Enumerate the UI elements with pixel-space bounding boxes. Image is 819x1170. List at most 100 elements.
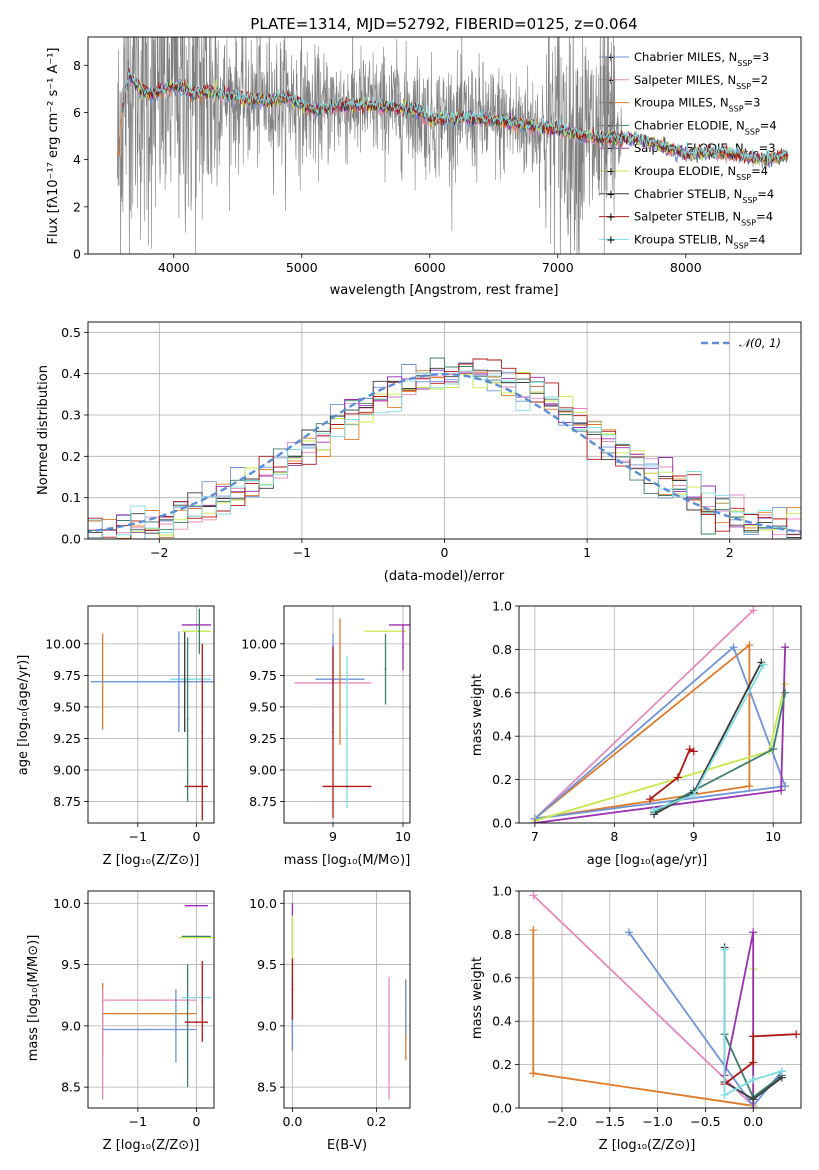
weight_vs_age-series-kroupa_miles: [534, 643, 751, 820]
weight_vs_Z-series-kroupa_miles: [532, 930, 754, 1107]
weight_vs_age-marker-7-3: [689, 747, 698, 756]
weight-z-xlabel: Z [log₁₀(Z/Z⊙)]: [599, 1138, 696, 1153]
mass-z-xlabel: Z [log₁₀(Z/Z⊙)]: [103, 1138, 200, 1153]
gaussian-legend-label: 𝒩(0, 1): [739, 336, 781, 350]
age_vs_Z-ytick-label-3: 9.50: [53, 699, 81, 714]
age_vs_Z-point-2: [189, 678, 192, 681]
weight_vs_age-marker-3-2: [781, 680, 790, 689]
residuals-marks: [88, 357, 801, 539]
age_vs_Z-ytick-label-0: 8.75: [53, 794, 81, 809]
mass_vs_Z-point-5: [148, 1028, 151, 1031]
age_vs_mass-ytick-label-5: 10.00: [241, 636, 277, 651]
weight_vs_age-ytick-label-4: 0.8: [492, 642, 512, 657]
legend-marker-6: +: [606, 187, 616, 201]
spectrum-xtick-label-2: 6000: [414, 260, 446, 275]
weight_vs_age-frame: [518, 605, 802, 824]
weight-vs-metallicity-panel: Z [log₁₀(Z/Z⊙)] mass weight −2.0 −1.5 −1.0…: [470, 884, 802, 1153]
mass_vs_ebv-plot-area: 0.0 0.2 8.5 9.0 9.5 10.0: [249, 890, 411, 1129]
age_vs_Z-grid: [88, 606, 214, 823]
mass_vs_ebv-point-1: [291, 951, 294, 954]
weight_vs_Z-xtick-label-1: −1.5: [595, 1114, 625, 1129]
weight_vs_Z-marker-8-1: [720, 1090, 729, 1099]
residual-distribution-panel: (data-model)/error Normed distribution 𝒩…: [36, 321, 802, 584]
spectrum-plot-area: 4000 5000 6000 7000 8000 0 2 4 6 8: [73, 36, 802, 275]
legend-marker-7: +: [606, 210, 616, 224]
mass_vs_ebv-xtick-label-0: 0.0: [282, 1114, 302, 1129]
residual-hist-kroupa_stelib: [88, 370, 801, 539]
age-z-xlabel: Z [log₁₀(Z/Z⊙)]: [103, 853, 200, 868]
weight_vs_age-xtick-label-2: 9: [690, 829, 698, 844]
mass_vs_ebv-xtick-label-1: 0.2: [366, 1114, 386, 1129]
mass_vs_ebv-marks: [291, 903, 407, 1100]
age_vs_Z-point-5: [195, 624, 198, 626]
age_vs_Z-point-10: [186, 718, 189, 721]
age_vs_Z-marks: [90, 608, 214, 821]
legend-marker-0: +: [606, 50, 616, 64]
mass-vs-metallicity-panel: Z [log₁₀(Z/Z⊙)] mass [log₁₀(M/M⊙)] −1 0 8.…: [26, 890, 215, 1153]
weight_vs_age-ytick-label-1: 0.2: [492, 772, 512, 787]
weight_vs_Z-ytick-label-0: 0.0: [492, 1101, 512, 1116]
spectrum-marks: [117, 37, 789, 254]
weight_vs_Z-marker-2-0: [624, 928, 633, 937]
weight_vs_Z-plot-area: −2.0 −1.5 −1.0 −0.5 0.0 0.0 0.2 0.4 0.6 0.8 1.0: [492, 884, 802, 1129]
legend-marker-8: +: [606, 232, 616, 246]
age_vs_mass-point-6: [346, 785, 348, 788]
weight_vs_Z-marker-8-2: [749, 1075, 758, 1084]
weight_vs_age-series-salpeter_elodie: [534, 647, 786, 823]
weight_vs_age-plot-area: 7 8 9 10 0.0 0.2 0.4 0.6 0.8 1.0: [492, 599, 802, 844]
legend-label-5: Kroupa ELODIE, NSSP=4: [634, 164, 768, 182]
age_vs_mass-point-8: [384, 668, 387, 670]
residuals-ytick-label-5: 0.5: [61, 325, 81, 340]
residuals-xlabel: (data-model)/error: [384, 569, 505, 584]
age_vs_Z-plot-area: −1 0 8.75 9.00 9.25 9.50 9.75 10.00: [45, 605, 215, 844]
mass_vs_Z-ytick-label-1: 9.0: [61, 1018, 81, 1033]
age_vs_Z-frame: [87, 605, 215, 824]
weight_vs_Z-marker-4-1: [749, 928, 758, 937]
legend-label-2: Kroupa MILES, NSSP=3: [634, 96, 760, 114]
residuals-xtick-label-3: 1: [583, 545, 591, 560]
age_vs_Z-point-1: [172, 680, 174, 683]
age_vs_Z-point-9: [195, 785, 198, 788]
age_vs_mass-marks: [294, 618, 410, 818]
weight_vs_Z-marks: [529, 891, 801, 1108]
residuals-ytick-label-0: 0.0: [61, 532, 81, 547]
age_vs_mass-frame: [283, 605, 411, 824]
mass-ebv-xlabel: E(B-V): [327, 1138, 367, 1153]
age_vs_Z-xtick-label-1: 0: [192, 829, 200, 844]
age_vs_mass-ytick-label-1: 9.00: [249, 763, 277, 778]
spectrum-ytick-label-4: 8: [73, 58, 81, 73]
mass_vs_ebv-point-4: [388, 1037, 390, 1040]
residuals-xtick-label-0: −2: [150, 545, 168, 560]
weight_vs_Z-xtick-label-3: −0.5: [690, 1114, 720, 1129]
weight_vs_Z-marker-8-0: [720, 945, 729, 954]
weight_vs_age-series-salpeter_stelib: [649, 747, 695, 800]
age-mass-xlabel: mass [log₁₀(M/M⊙)]: [284, 853, 411, 868]
weight_vs_Z-ytick-label-4: 0.8: [492, 927, 512, 942]
legend-label-6: Chabrier STELIB, NSSP=4: [634, 187, 774, 205]
weight_vs_age-ytick-label-2: 0.4: [492, 729, 512, 744]
weight_vs_age-series-salpeter_miles: [534, 609, 754, 820]
mass_vs_Z-xtick-label-0: −1: [129, 1114, 147, 1129]
mass-z-ylabel: mass [log₁₀(M/M⊙)]: [26, 935, 41, 1062]
weight_vs_age-marker-1-2: [745, 782, 754, 791]
mass_vs_ebv-ytick-label-1: 9.0: [257, 1018, 277, 1033]
spectrum-xlabel: wavelength [Angstrom, rest frame]: [330, 283, 559, 298]
weight-age-ylabel: mass weight: [470, 674, 485, 756]
weight_vs_Z-marker-7-2: [749, 1032, 758, 1041]
weight_vs_Z-grid: [519, 890, 801, 1109]
age_vs_Z-point-8: [201, 731, 204, 734]
mass_vs_ebv-grid: [284, 891, 410, 1108]
age_vs_mass-point-7: [384, 630, 387, 633]
mass_vs_Z-point-7: [186, 1024, 189, 1027]
weight_vs_age-marks: [530, 606, 790, 823]
residuals-xtick-label-4: 2: [726, 545, 734, 560]
age_vs_mass-plot-area: 9 10 8.75 9.00 9.25 9.50 9.75 10.00: [241, 605, 411, 844]
weight_vs_Z-xtick-label-2: −1.0: [642, 1114, 672, 1129]
weight_vs_age-marker-0-1: [749, 606, 758, 615]
legend-label-7: Salpeter STELIB, NSSP=4: [634, 210, 773, 228]
legend-label-8: Kroupa STELIB, NSSP=4: [634, 232, 765, 250]
age_vs_Z-point-7: [198, 630, 201, 633]
weight_vs_Z-marker-0-0: [529, 891, 538, 900]
spectrum-frame: [87, 36, 802, 255]
